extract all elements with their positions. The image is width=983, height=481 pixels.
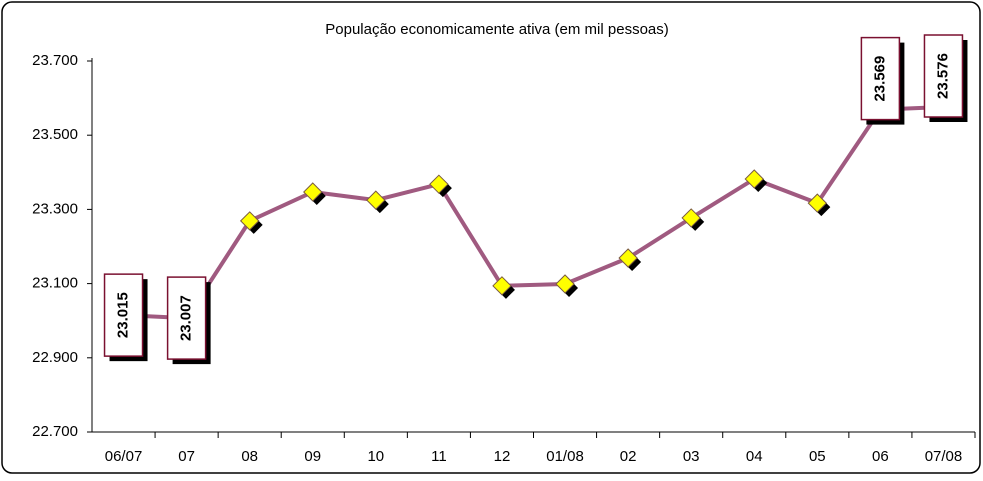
x-tick-label: 03 [683,448,700,465]
data-marker [618,248,638,268]
data-label: 23.569 [871,56,888,102]
data-marker [366,190,386,210]
data-marker [555,274,575,294]
y-tick-label: 23.100 [32,275,78,292]
x-tick-label: 04 [746,448,763,465]
series-line [123,105,944,321]
data-marker [492,276,512,296]
x-tick-label: 02 [620,448,637,465]
x-tick-label: 06 [872,448,889,465]
data-marker [744,169,764,189]
x-tick-label: 07/08 [925,448,963,465]
y-tick-label: 23.700 [32,52,78,69]
x-tick-label: 12 [494,448,511,465]
data-marker [681,208,701,228]
x-tick-label: 01/08 [546,448,584,465]
data-label: 23.007 [178,295,195,341]
y-tick-label: 22.900 [32,349,78,366]
label-box [923,34,964,118]
chart-title: População economicamente ativa (em mil p… [325,21,669,38]
data-marker [303,182,323,202]
y-tick-label: 23.500 [32,126,78,143]
data-marker [239,211,260,231]
x-tick-label: 07 [178,448,195,465]
label-box [166,276,207,360]
y-tick-label: 23.300 [32,200,78,217]
label-box [860,36,901,121]
data-label: 23.015 [115,292,132,338]
x-tick-label: 11 [431,448,447,465]
x-tick-label: 05 [809,448,826,465]
label-box [103,273,144,357]
x-tick-label: 09 [304,448,321,465]
x-tick-label: 06/07 [105,448,143,465]
y-tick-label: 22.700 [32,423,78,440]
data-marker [807,193,828,213]
data-marker [429,174,449,194]
x-tick-label: 08 [241,448,258,465]
data-label: 23.576 [934,53,951,99]
x-tick-label: 10 [367,448,384,465]
